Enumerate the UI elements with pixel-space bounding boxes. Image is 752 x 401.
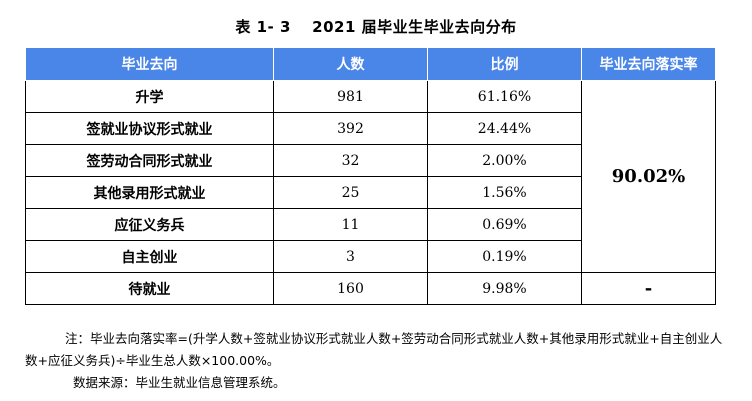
row-category: 签就业协议形式就业 [25,112,274,145]
table-row: 签就业协议形式就业 392 24.44% [25,112,716,145]
row-ratio: 0.69% [427,208,582,241]
row-ratio: 61.16% [427,80,582,113]
row-count: 11 [273,208,428,241]
table-row: 升学 981 61.16% 90.02% [25,80,716,273]
header-implementation-rate: 毕业去向落实率 [581,47,716,81]
row-ratio: 24.44% [427,112,582,145]
row-count: 25 [273,176,428,209]
table-row: 待就业 160 9.98% - [25,272,716,305]
header-destination: 毕业去向 [25,47,274,81]
table-row: 签劳动合同形式就业 32 2.00% [25,144,716,177]
row-count: 32 [273,144,428,177]
implementation-rate-value: 90.02% [581,80,716,273]
table-title: 表 1- 3 2021 届毕业生毕业去向分布 [235,18,517,36]
row-count: 3 [273,240,428,273]
row-ratio: 0.19% [427,240,582,273]
row-count: 981 [273,80,428,113]
table-note: 注：毕业去向落实率=(升学人数+签就业协议形式就业人数+签劳动合同形式就业人数+… [25,331,723,368]
row-ratio: 9.98% [427,272,582,305]
header-count: 人数 [273,47,428,81]
row-category: 应征义务兵 [25,208,274,241]
row-category: 自主创业 [25,240,274,273]
row-category: 待就业 [25,272,274,305]
row-category: 其他录用形式就业 [25,176,274,209]
waiting-rate-value: - [581,272,716,305]
row-count: 160 [273,272,428,305]
row-ratio: 2.00% [427,144,582,177]
table-row: 其他录用形式就业 25 1.56% [25,176,716,209]
row-ratio: 1.56% [427,176,582,209]
table-row: 应征义务兵 11 0.69% [25,208,716,241]
data-source: 数据来源：毕业生就业信息管理系统。 [73,375,286,390]
row-count: 392 [273,112,428,145]
header-ratio: 比例 [427,47,582,81]
table-header-row: 毕业去向 人数 比例 毕业去向落实率 [25,47,716,81]
row-category: 签劳动合同形式就业 [25,144,274,177]
row-category: 升学 [25,80,274,113]
distribution-table: 毕业去向 人数 比例 毕业去向落实率 升学 981 61.16% 90.02% … [25,47,716,305]
